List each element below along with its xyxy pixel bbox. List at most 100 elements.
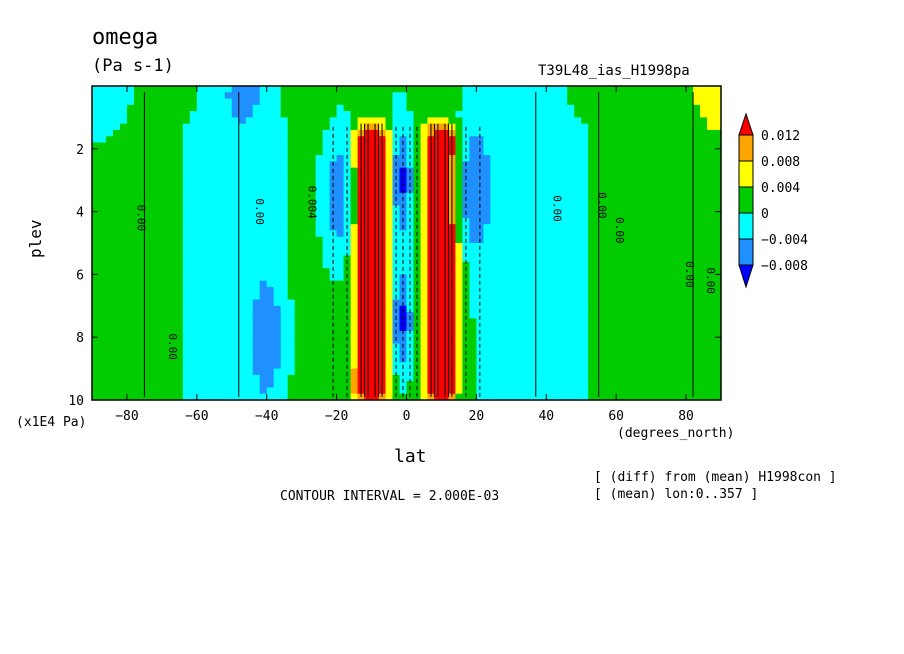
field-cell <box>553 305 561 313</box>
field-cell <box>287 230 296 238</box>
field-cell <box>630 148 638 156</box>
field-cell <box>154 129 163 137</box>
field-cell <box>518 312 526 319</box>
field-cell <box>301 211 310 219</box>
field-cell <box>92 205 100 213</box>
field-cell <box>175 274 184 282</box>
field-cell <box>518 318 526 326</box>
field-cell <box>553 161 561 169</box>
field-cell <box>644 192 652 200</box>
field-cell <box>203 362 212 370</box>
field-cell <box>147 374 156 382</box>
field-cell <box>511 305 519 313</box>
field-cell <box>224 249 233 257</box>
field-cell <box>574 299 582 307</box>
field-cell <box>469 312 477 319</box>
field-cell <box>546 186 554 194</box>
field-cell <box>539 211 547 219</box>
field-cell <box>224 381 233 389</box>
field-cell <box>245 330 254 338</box>
field-cell <box>231 305 240 313</box>
field-cell <box>455 224 464 232</box>
field-cell <box>385 161 394 169</box>
field-cell <box>231 123 240 131</box>
field-cell <box>658 312 666 319</box>
field-cell <box>350 337 359 345</box>
field-cell <box>217 148 226 156</box>
field-cell <box>539 356 547 363</box>
field-cell <box>217 261 226 269</box>
field-cell <box>714 180 721 188</box>
field-cell <box>602 261 610 269</box>
field-cell <box>637 318 645 326</box>
field-cell <box>546 293 554 301</box>
field-cell <box>238 180 247 188</box>
field-cell <box>238 230 247 238</box>
field-cell <box>546 199 554 206</box>
field-cell <box>273 192 282 200</box>
field-cell <box>539 186 547 194</box>
field-cell <box>203 312 212 319</box>
field-cell <box>385 117 394 125</box>
field-cell <box>147 192 156 200</box>
field-cell <box>147 261 156 269</box>
field-cell <box>175 217 184 225</box>
field-cell <box>644 243 652 250</box>
field-cell <box>392 148 401 156</box>
field-cell <box>259 142 268 150</box>
field-cell <box>560 173 568 181</box>
field-cell <box>525 217 533 225</box>
field-cell <box>238 280 247 288</box>
field-cell <box>588 92 596 100</box>
field-cell <box>126 199 135 206</box>
field-cell <box>273 199 282 206</box>
field-cell <box>392 330 401 338</box>
field-cell <box>455 167 464 175</box>
field-cell <box>623 393 631 400</box>
field-cell <box>511 280 519 288</box>
field-cell <box>560 261 568 269</box>
field-cell <box>329 111 338 118</box>
field-cell <box>168 349 177 357</box>
field-cell <box>259 161 268 169</box>
field-cell <box>525 381 533 389</box>
field-cell <box>189 286 198 294</box>
field-cell <box>98 286 107 294</box>
x-tick-label: −80 <box>115 409 138 424</box>
field-cell <box>420 123 429 131</box>
field-cell <box>238 387 247 395</box>
field-cell <box>539 148 547 156</box>
field-cell <box>133 211 142 219</box>
field-cell <box>273 324 282 332</box>
field-cell <box>399 86 408 93</box>
field-cell <box>567 243 575 250</box>
field-cell <box>707 167 715 175</box>
field-cell <box>588 356 596 363</box>
field-cell <box>294 274 303 282</box>
field-cell <box>112 381 121 389</box>
field-cell <box>637 98 645 106</box>
field-cell <box>651 280 659 288</box>
field-cell <box>672 387 680 395</box>
field-cell <box>196 381 205 389</box>
field-cell <box>637 117 645 125</box>
field-cell <box>630 186 638 194</box>
field-cell <box>539 192 547 200</box>
field-cell <box>686 180 694 188</box>
field-cell <box>203 381 212 389</box>
field-cell <box>497 268 505 275</box>
field-cell <box>252 337 261 345</box>
field-cell <box>525 173 533 181</box>
field-cell <box>420 337 429 345</box>
field-cell <box>560 230 568 238</box>
field-cell <box>231 98 240 106</box>
field-cell <box>343 330 352 338</box>
field-cell <box>511 155 519 162</box>
field-cell <box>343 381 352 389</box>
field-cell <box>651 117 659 125</box>
field-cell <box>280 211 289 219</box>
field-cell <box>154 393 163 400</box>
field-cell <box>224 374 233 382</box>
field-cell <box>203 255 212 263</box>
field-cell <box>245 393 254 400</box>
